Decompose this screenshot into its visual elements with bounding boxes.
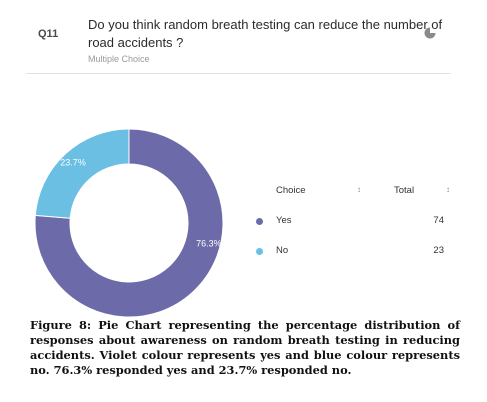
question-text: Do you think random breath testing can r…	[88, 17, 443, 50]
figure-caption: Figure 8: Pie Chart representing the per…	[30, 318, 460, 377]
row-total: 74	[433, 215, 444, 226]
slice-no	[34, 128, 130, 219]
row-label: Yes	[276, 215, 292, 226]
row-label: No	[276, 245, 289, 256]
donut-chart: 76.3% 23.7%	[34, 128, 224, 318]
percent-label-yes: 76.3%	[196, 238, 222, 248]
sort-arrows-icon[interactable]: ↕	[357, 185, 361, 194]
percent-label-no: 23.7%	[60, 157, 86, 167]
results-table: Choice ↕ Total ↕ Yes 74 No 23	[250, 176, 450, 264]
question-type: Multiple Choice	[88, 54, 150, 64]
sort-arrows-icon[interactable]: ↕	[446, 185, 450, 194]
table-header: Choice ↕ Total ↕	[250, 176, 450, 204]
divider	[26, 73, 451, 74]
pie-chart-icon[interactable]	[424, 27, 436, 39]
table-row: Yes 74	[250, 204, 450, 234]
question-number: Q11	[38, 28, 59, 40]
slice-yes	[34, 128, 224, 318]
table-row: No 23	[250, 234, 450, 264]
row-total: 23	[433, 245, 444, 256]
legend-dot-yes	[256, 218, 263, 225]
total-header: Total	[394, 185, 415, 196]
legend-dot-no	[256, 248, 263, 255]
choice-header: Choice	[276, 185, 306, 196]
